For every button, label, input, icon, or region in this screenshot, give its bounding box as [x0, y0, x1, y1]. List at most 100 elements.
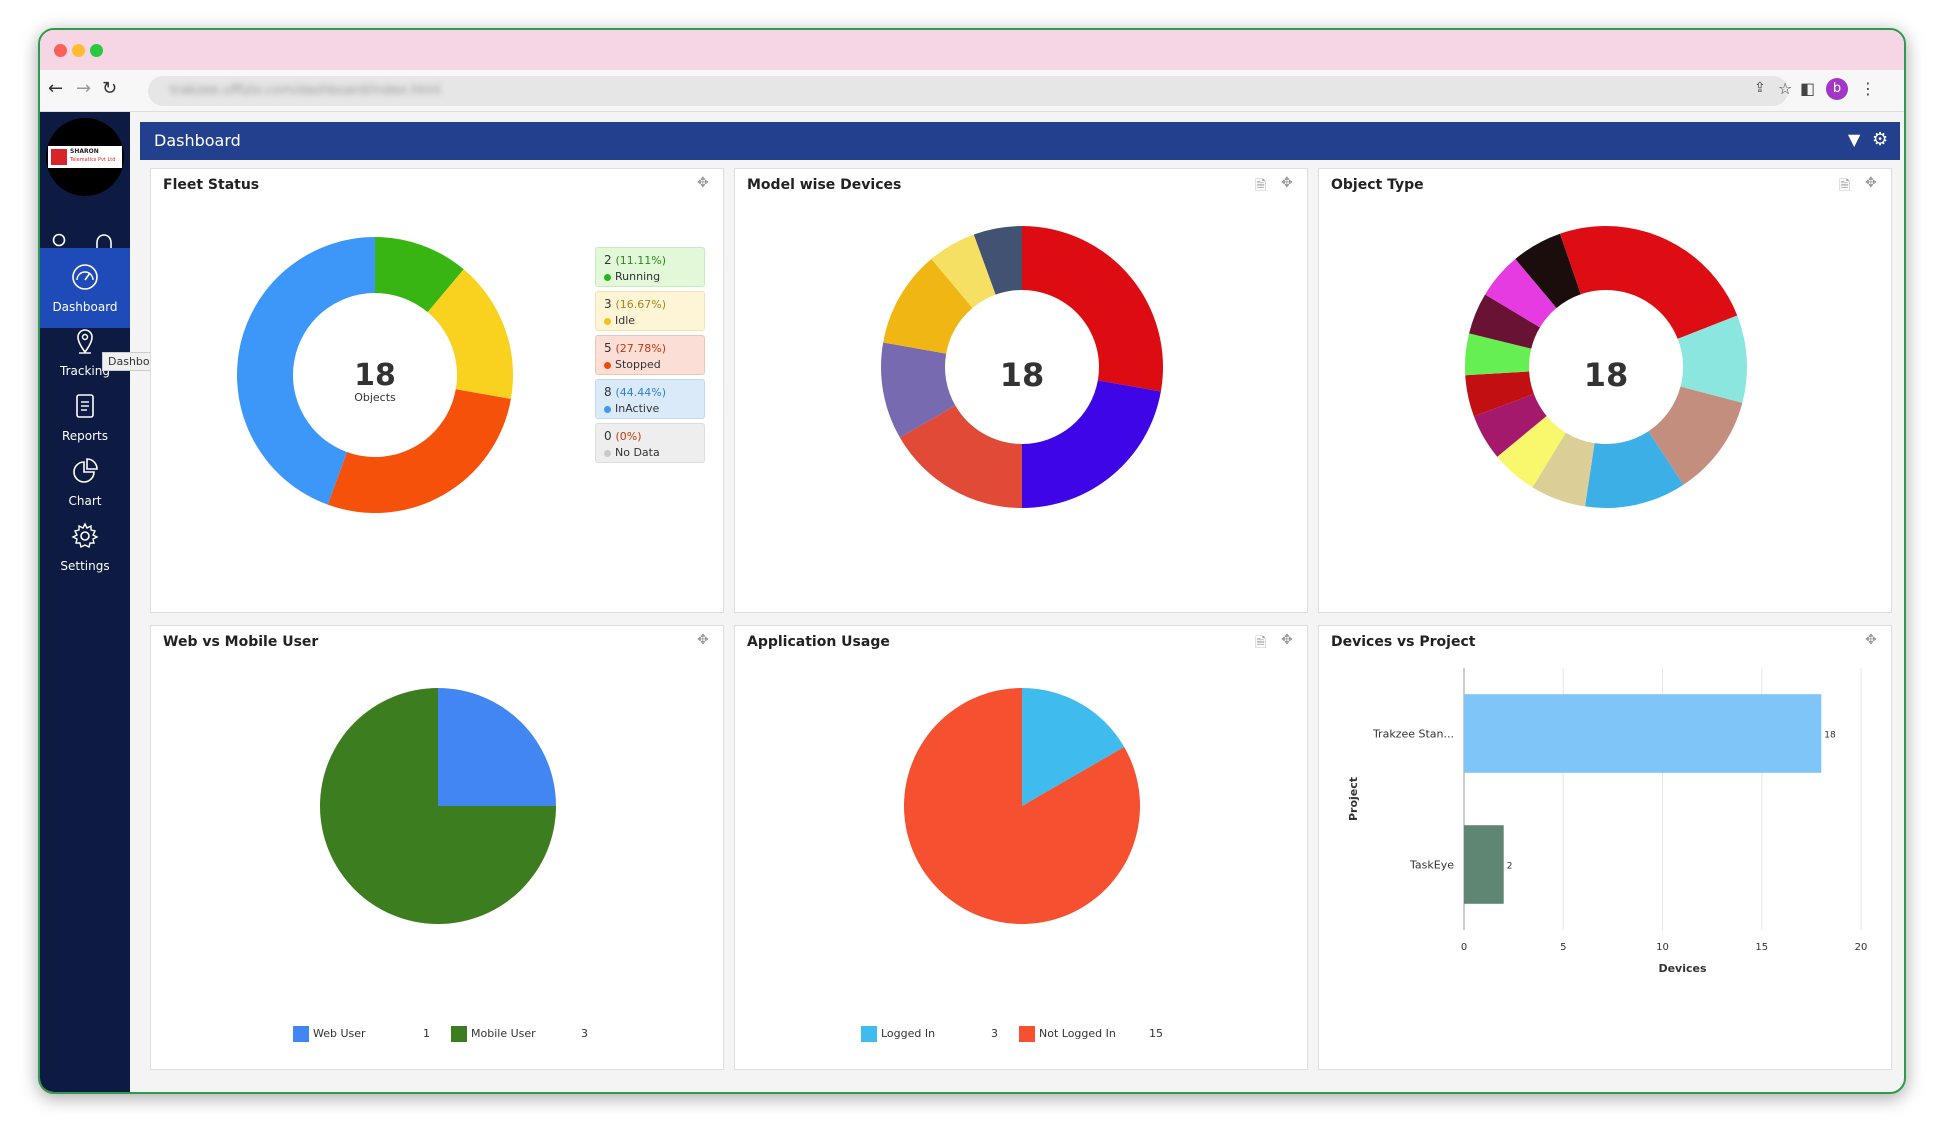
x-tick-label: 20: [1855, 942, 1868, 953]
model-wise-slice[interactable]: [931, 234, 996, 309]
reload-icon[interactable]: ↻: [102, 78, 118, 99]
page-title: Dashboard: [154, 131, 241, 150]
url-field[interactable]: trakzee.uffizio.com/dashboard/index.html…: [148, 76, 1792, 106]
object-type-slice[interactable]: [1497, 416, 1566, 488]
speedometer-icon: [72, 264, 98, 290]
move-icon[interactable]: ✥: [1281, 175, 1293, 191]
maximize-window-button[interactable]: [90, 44, 103, 57]
object-type-slice[interactable]: [1485, 258, 1557, 328]
model-wise-slice[interactable]: [883, 258, 973, 354]
sidebar-item-dashboard[interactable]: Dashboard: [40, 248, 130, 328]
legend-item-stopped[interactable]: 5 (27.78%) Stopped: [595, 335, 705, 375]
sidebar-item-label: Dashboard: [52, 300, 118, 314]
x-tick-label: 15: [1755, 942, 1768, 953]
legend-value: 1: [423, 1027, 430, 1040]
application-usage-chart: [904, 688, 1140, 924]
model-wise-slice[interactable]: [1022, 380, 1161, 508]
object-type-slice[interactable]: [1515, 233, 1581, 309]
object-type-slice[interactable]: [1473, 393, 1547, 457]
devices-vs-project-card: Devices vs Project ✥ 0 5 10 15 20 Trakzee Sta…: [1318, 625, 1892, 1070]
sidebar-item-settings[interactable]: Settings: [40, 507, 130, 587]
legend-item-no-data[interactable]: 0 (0%) No Data: [595, 423, 705, 463]
back-icon[interactable]: ←: [48, 78, 64, 99]
close-window-button[interactable]: [54, 44, 67, 57]
move-icon[interactable]: ✥: [697, 632, 709, 648]
forward-icon[interactable]: →: [76, 78, 92, 99]
map-pin-icon: [77, 329, 93, 354]
company-logo[interactable]: SHARON Telematics Pvt Ltd: [46, 118, 124, 196]
sidebar-item-label: Chart: [68, 494, 102, 508]
fleet-status-slice[interactable]: [237, 237, 375, 505]
object-type-slice[interactable]: [1648, 386, 1743, 485]
web-vs-mobile-slice[interactable]: [320, 688, 556, 924]
legend-label-text: Stopped: [615, 358, 661, 371]
pie-chart-icon: [73, 458, 98, 483]
legend-count-value: 2: [604, 253, 616, 267]
bar[interactable]: [1464, 825, 1504, 904]
sidepanel-icon[interactable]: ◧: [1800, 79, 1816, 98]
bar[interactable]: [1464, 694, 1822, 773]
model-wise-slice[interactable]: [973, 226, 1022, 295]
object-type-slice[interactable]: [1606, 226, 1738, 339]
legend-percentage: (16.67%): [615, 298, 666, 311]
legend-label: Web User: [313, 1027, 366, 1040]
fleet-status-card: Fleet Status ✥ 18 Objects 2 (11.11%) Runn…: [150, 168, 724, 613]
legend-item[interactable]: Not Logged In 15: [1019, 1026, 1163, 1042]
object-type-slice[interactable]: [1559, 226, 1606, 295]
fleet-status-slice[interactable]: [375, 237, 464, 313]
export-icon[interactable]: 🗎: [1839, 178, 1851, 194]
fleet-status-slice[interactable]: [327, 389, 511, 513]
legend-count: 2 (11.11%): [604, 253, 696, 267]
legend-value: 3: [991, 1027, 998, 1040]
application-usage-slice[interactable]: [904, 688, 1140, 924]
object-type-slice[interactable]: [1465, 333, 1532, 376]
move-icon[interactable]: ✥: [697, 175, 709, 191]
object-type-slice[interactable]: [1584, 431, 1684, 508]
legend-item[interactable]: Logged In 3: [861, 1026, 998, 1042]
legend-count-value: 5: [604, 341, 616, 355]
model-wise-slice[interactable]: [881, 342, 956, 438]
web-vs-mobile-slice[interactable]: [438, 688, 556, 806]
object-type-slice[interactable]: [1465, 371, 1534, 417]
sidebar-item-chart[interactable]: Chart: [40, 442, 130, 522]
model-wise-donut: [881, 226, 1163, 508]
web-vs-mobile-pie: [320, 688, 556, 924]
application-usage-slice[interactable]: [1022, 688, 1125, 806]
filter-icon[interactable]: ▼: [1848, 130, 1861, 149]
export-icon[interactable]: 🗎: [1255, 635, 1267, 651]
legend-swatch-icon: [861, 1026, 877, 1042]
legend-count: 3 (16.67%): [604, 297, 696, 311]
legend-item[interactable]: Mobile User 3: [451, 1026, 588, 1042]
object-type-slice[interactable]: [1532, 432, 1595, 507]
browser-window: ← → ↻ trakzee.uffizio.com/dashboard/inde…: [38, 28, 1906, 1094]
move-icon[interactable]: ✥: [1865, 175, 1877, 191]
profile-avatar[interactable]: b: [1826, 78, 1848, 100]
legend-item-inactive[interactable]: 8 (44.44%) InActive: [595, 379, 705, 419]
page-header: Dashboard ▼ ⚙: [140, 122, 1900, 160]
move-icon[interactable]: ✥: [1281, 632, 1293, 648]
legend-item[interactable]: Web User 1: [293, 1026, 430, 1042]
object-type-slice[interactable]: [1677, 315, 1747, 403]
legend-label: No Data: [604, 446, 696, 459]
legend-count: 8 (44.44%): [604, 385, 696, 399]
star-icon[interactable]: ☆: [1778, 79, 1793, 98]
fleet-status-chart: 18 Objects: [237, 237, 513, 513]
share-icon[interactable]: ⇪: [1754, 80, 1766, 96]
settings-icon[interactable]: ⚙: [1872, 129, 1889, 150]
model-wise-slice[interactable]: [1022, 226, 1163, 392]
minimize-window-button[interactable]: [72, 44, 85, 57]
move-icon[interactable]: ✥: [1865, 632, 1877, 648]
gear-icon: [71, 522, 99, 549]
legend-value: 15: [1149, 1027, 1163, 1040]
model-wise-slice[interactable]: [899, 405, 1022, 509]
model-wise-devices-card: Model wise Devices 🗎 ✥ 18: [734, 168, 1308, 613]
sidebar-item-reports[interactable]: Reports: [40, 377, 130, 457]
sidebar-item-tracking[interactable]: Tracking: [40, 312, 130, 392]
object-type-slice[interactable]: [1469, 294, 1540, 349]
menu-icon[interactable]: ⋮: [1860, 79, 1876, 98]
export-icon[interactable]: 🗎: [1255, 178, 1267, 194]
legend-item-running[interactable]: 2 (11.11%) Running: [595, 247, 705, 287]
legend-label: Not Logged In: [1039, 1027, 1116, 1040]
legend-item-idle[interactable]: 3 (16.67%) Idle: [595, 291, 705, 331]
fleet-status-slice[interactable]: [427, 269, 513, 399]
